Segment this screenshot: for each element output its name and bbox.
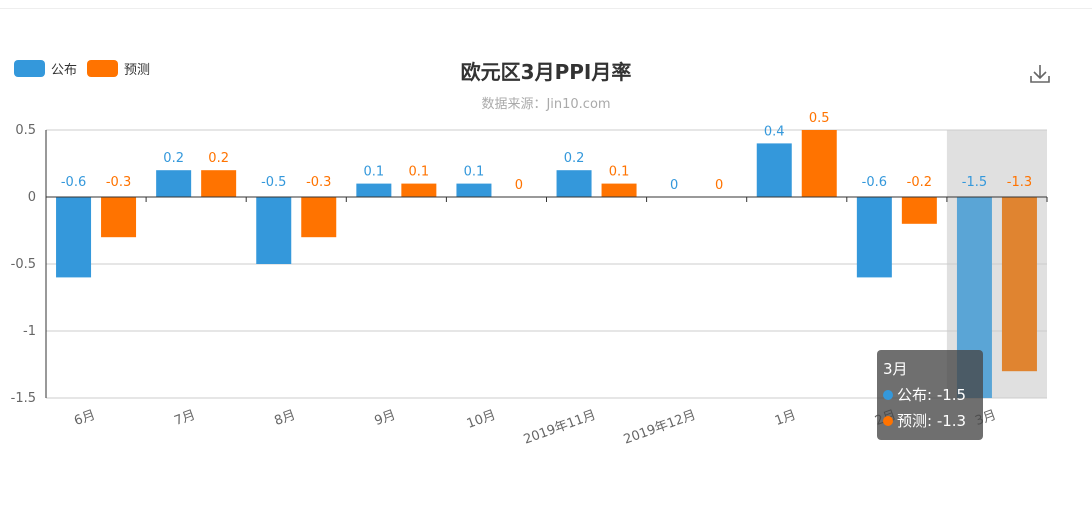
bar-published — [156, 170, 192, 197]
data-label-forecast: 0.1 — [409, 165, 430, 180]
legend-label-published: 公布 — [51, 63, 78, 78]
chart-title: 欧元区3月PPI月率 — [460, 60, 632, 84]
data-label-forecast: -0.2 — [907, 175, 932, 190]
y-tick-label: 0.5 — [15, 123, 36, 138]
bar-forecast — [801, 130, 837, 197]
data-label-forecast: 0 — [715, 178, 723, 193]
tooltip: 3月 公布: -1.5 预测: -1.3 — [877, 350, 983, 440]
legend-swatch-forecast — [87, 60, 119, 77]
data-label-published: 0.1 — [464, 165, 485, 180]
data-label-published: -1.5 — [962, 175, 987, 190]
bar-published — [56, 197, 92, 278]
bar-published — [256, 197, 292, 264]
x-tick-label: 8月 — [272, 408, 297, 429]
legend-item-published[interactable]: 公布 — [14, 59, 77, 78]
bar-published — [356, 183, 392, 197]
tooltip-row-published: 公布: -1.5 — [883, 384, 977, 405]
x-tick-label: 7月 — [172, 408, 197, 429]
legend-label-forecast: 预测 — [124, 63, 151, 78]
data-label-forecast: -0.3 — [306, 175, 331, 190]
bar-forecast — [301, 197, 337, 238]
y-tick-label: -1 — [23, 324, 36, 339]
bar-published — [756, 143, 792, 197]
data-label-published: 0.2 — [564, 151, 585, 166]
bar-published — [556, 170, 592, 197]
bar-forecast — [201, 170, 237, 197]
bar-forecast — [101, 197, 137, 238]
x-tick-label: 2019年11月 — [522, 408, 598, 448]
tooltip-title: 3月 — [883, 360, 908, 378]
data-label-forecast: -0.3 — [106, 175, 131, 190]
download-icon — [1030, 65, 1050, 83]
data-label-published: -0.6 — [862, 175, 887, 190]
tooltip-value-forecast: 预测: -1.3 — [897, 412, 967, 430]
x-tick-label: 1月 — [773, 408, 798, 429]
tooltip-value-published: 公布: -1.5 — [897, 386, 967, 404]
data-label-published: 0.4 — [764, 124, 785, 139]
bar-forecast — [901, 197, 937, 224]
x-tick-label: 6月 — [72, 408, 97, 429]
download-button[interactable] — [1028, 62, 1052, 86]
chart-subtitle: 数据来源：Jin10.com — [481, 97, 611, 112]
bar-forecast — [601, 183, 637, 197]
legend: 公布 预测 — [14, 59, 150, 78]
x-tick-label: 10月 — [465, 408, 498, 432]
top-divider — [0, 8, 1092, 9]
legend-item-forecast[interactable]: 预测 — [87, 59, 150, 78]
y-tick-label: -1.5 — [11, 391, 36, 406]
bar-published — [456, 183, 492, 197]
data-label-forecast: 0.2 — [208, 151, 229, 166]
data-label-published: 0 — [670, 178, 678, 193]
tooltip-dot-published — [883, 389, 893, 400]
data-label-forecast: 0 — [515, 178, 523, 193]
data-label-published: -0.5 — [261, 175, 286, 190]
y-tick-label: 0 — [28, 190, 36, 205]
data-label-forecast: 0.1 — [609, 165, 630, 180]
x-tick-label: 9月 — [373, 408, 398, 429]
bar-forecast — [401, 183, 437, 197]
data-label-published: 0.2 — [163, 151, 184, 166]
data-label-published: 0.1 — [364, 165, 385, 180]
data-label-published: -0.6 — [61, 175, 86, 190]
bar-published — [856, 197, 892, 278]
y-tick-label: -0.5 — [11, 257, 36, 272]
data-label-forecast: 0.5 — [809, 111, 830, 126]
legend-swatch-published — [14, 60, 45, 77]
tooltip-dot-forecast — [883, 415, 893, 426]
bar-forecast — [1001, 197, 1037, 372]
x-tick-label: 2019年12月 — [622, 408, 698, 448]
tooltip-row-forecast: 预测: -1.3 — [883, 410, 977, 431]
data-label-forecast: -1.3 — [1007, 175, 1032, 190]
